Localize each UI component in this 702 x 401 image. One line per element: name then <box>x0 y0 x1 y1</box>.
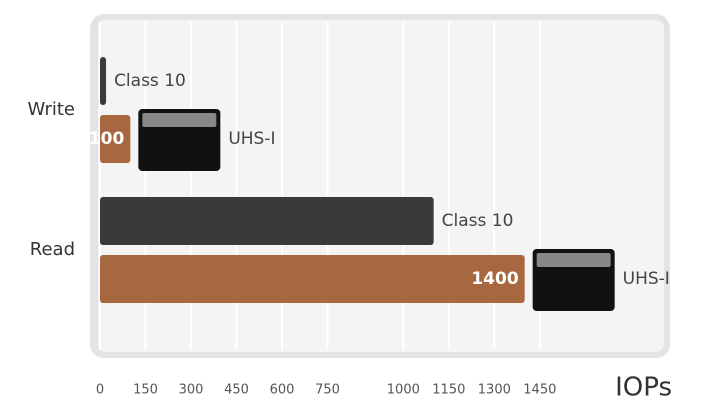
data-label: 1400 <box>471 269 518 289</box>
x-tick-label: 750 <box>315 383 340 398</box>
x-tick-label: 600 <box>270 383 295 398</box>
x-tick-label: 450 <box>224 383 249 398</box>
series-label: UHS-I <box>228 129 275 149</box>
x-tick-label: 0 <box>96 383 104 398</box>
y-tick-label: Write <box>27 99 75 120</box>
x-tick-label: 1150 <box>432 383 465 398</box>
bar <box>100 197 434 245</box>
x-tick-label: 300 <box>179 383 204 398</box>
x-tick-label: 1000 <box>387 383 420 398</box>
chart: IOPs 0 150 300 450 600 750 1000 1150 1300 1450 Wri… <box>0 0 702 401</box>
y-tick-label: Read <box>30 239 75 260</box>
bar <box>100 255 525 303</box>
x-axis-label: IOPs <box>615 373 672 401</box>
series-label: Class 10 <box>114 71 186 91</box>
bar <box>100 57 106 105</box>
x-tick-label: 150 <box>133 383 158 398</box>
x-tick-label: 1300 <box>478 383 511 398</box>
x-tick-label: 1450 <box>523 383 556 398</box>
card-band <box>537 253 611 267</box>
data-label: 100 <box>89 129 125 149</box>
series-label: UHS-I <box>623 269 670 289</box>
card-band <box>142 113 216 127</box>
series-label: Class 10 <box>442 211 514 231</box>
